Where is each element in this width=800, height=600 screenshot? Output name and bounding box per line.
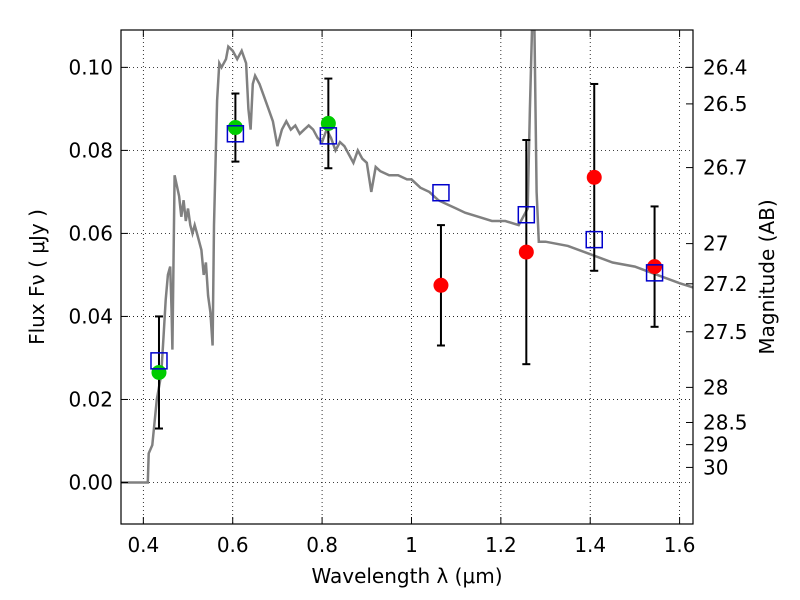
- y-tick-label: 0.08: [68, 138, 113, 162]
- model-point: [432, 183, 450, 202]
- y-tick-label: 0.00: [68, 470, 113, 494]
- mag-tick-label: 26.4: [703, 55, 748, 79]
- x-tick-label: 1.6: [664, 533, 696, 557]
- x-tick-label: 0.6: [217, 533, 249, 557]
- plot-frame: [120, 29, 694, 525]
- model-point: [645, 264, 664, 282]
- data-point: [227, 120, 243, 136]
- y-tick-label: 0.04: [68, 304, 113, 328]
- x-tick-label: 0.8: [306, 533, 338, 557]
- y-axis-label: Flux Fν ( μJy ): [25, 209, 49, 345]
- x-tick-label: 1: [405, 533, 418, 557]
- y-tick-label: 0.06: [68, 221, 113, 245]
- grid: [121, 30, 693, 524]
- mag-tick-label: 27.5: [703, 320, 748, 344]
- model-point: [226, 125, 245, 143]
- y-tick-label: 0.10: [68, 55, 113, 79]
- x-tick-label: 0.4: [127, 533, 159, 557]
- mag-tick-label: 26.7: [703, 156, 748, 180]
- mag-tick-label: 29: [703, 433, 728, 457]
- model-point: [517, 205, 536, 224]
- model-point: [585, 230, 603, 249]
- data-markers: [150, 115, 664, 380]
- axis-ticks: 0.4 0.6 0.8 1 1.2 1.4 1.6 0.00 0.02 0.04 0.06 0.08 0…: [68, 30, 748, 557]
- model-point: [319, 127, 338, 145]
- data-point: [320, 115, 336, 131]
- data-point: [151, 364, 167, 380]
- mag-tick-label: 27.2: [703, 272, 748, 296]
- y2-axis-label: Magnitude (AB): [755, 199, 779, 354]
- y-tick-label: 0.02: [68, 387, 113, 411]
- model-point: [150, 352, 168, 370]
- x-axis-label: Wavelength λ (μm): [311, 564, 502, 588]
- data-point: [518, 244, 534, 260]
- mag-tick-label: 26.5: [703, 92, 748, 116]
- data-point: [647, 259, 663, 275]
- x-tick-label: 1.2: [485, 533, 517, 557]
- mag-tick-label: 27: [703, 232, 728, 256]
- mag-tick-label: 28.5: [703, 410, 748, 434]
- data-point: [433, 277, 449, 293]
- model-sed: [121, 30, 693, 484]
- mag-tick-label: 30: [703, 455, 728, 479]
- mag-tick-label: 28: [703, 375, 728, 399]
- x-tick-label: 1.4: [574, 533, 606, 557]
- model-sed-line: [121, 30, 693, 484]
- data-point: [586, 169, 602, 185]
